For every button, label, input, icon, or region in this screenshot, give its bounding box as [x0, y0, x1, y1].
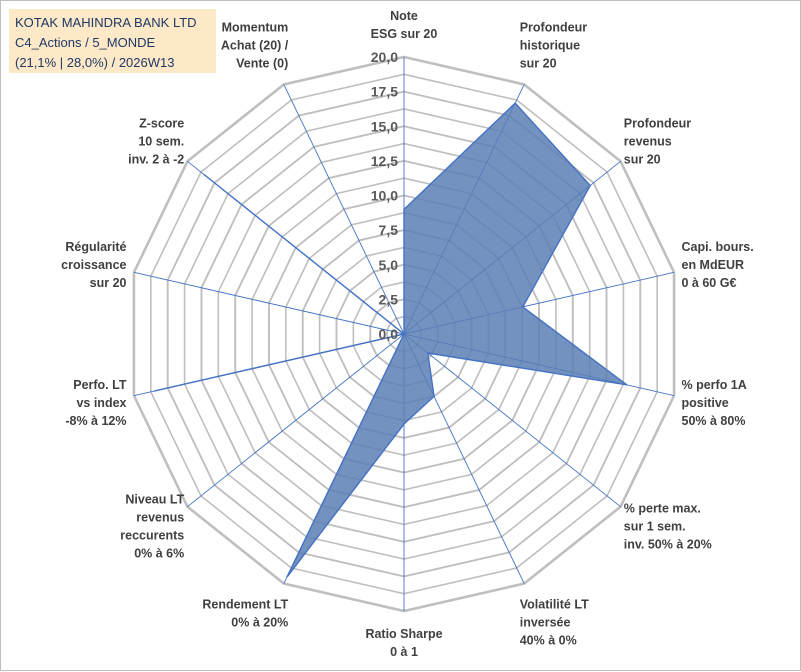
tick-label-6: 15,0 — [371, 118, 398, 134]
tick-label-7: 17,5 — [371, 84, 398, 100]
axis-label-2-line-2: sur 20 — [624, 152, 661, 166]
axis-label-3-line-0: Capi. bours. — [682, 240, 754, 254]
axis-label-12-line-2: inv. 2 à -2 — [128, 152, 184, 166]
axis-label-4-line-1: positive — [682, 396, 729, 410]
tick-label-0: 0,0 — [379, 326, 399, 342]
axis-label-9-line-3: 0% à 6% — [134, 547, 184, 561]
axis-label-2-line-0: Profondeur — [624, 116, 691, 130]
radar-tick-labels: 0,0 2,5 5,0 7,5 10,0 12,5 15,0 17,5 20,0 — [371, 49, 398, 342]
axis-label-5-line-1: sur 1 sem. — [624, 520, 686, 534]
tick-label-5: 12,5 — [371, 153, 398, 169]
axis-label-0-line-1: ESG sur 20 — [371, 27, 438, 41]
axis-label-13-line-1: Achat (20) / — [221, 39, 289, 53]
axis-label-13-line-2: Vente (0) — [236, 57, 288, 71]
axis-label-0-line-0: Note — [390, 9, 418, 23]
axis-label-4-line-2: 50% à 80% — [682, 414, 746, 428]
title-line-category: C4_Actions / 5_MONDE — [15, 33, 210, 53]
axis-label-9-line-2: reccurents — [120, 529, 184, 543]
axis-label-1-line-2: sur 20 — [520, 57, 557, 71]
axis-label-12-line-1: 10 sem. — [138, 134, 184, 148]
axis-label-6-line-1: inversée — [520, 615, 571, 629]
tick-label-2: 5,0 — [379, 257, 399, 273]
axis-label-5-line-0: % perte max. — [624, 502, 701, 516]
axis-label-3-line-1: en MdEUR — [682, 258, 745, 272]
axis-label-6-line-0: Volatilité LT — [520, 597, 589, 611]
title-line-stats: (21,1% | 28,0%) / 2026W13 — [15, 53, 210, 73]
axis-label-12-line-0: Z-score — [139, 116, 184, 130]
axis-label-11-line-2: sur 20 — [90, 276, 127, 290]
axis-label-7-line-0: Ratio Sharpe — [365, 627, 442, 641]
axis-label-8-line-1: 0% à 20% — [231, 615, 288, 629]
axis-label-5-line-2: inv. 50% à 20% — [624, 538, 712, 552]
axis-label-10-line-0: Perfo. LT — [73, 378, 127, 392]
tick-label-3: 7,5 — [379, 222, 399, 238]
axis-label-6-line-2: 40% à 0% — [520, 633, 577, 647]
axis-label-1-line-1: historique — [520, 39, 580, 53]
tick-label-4: 10,0 — [371, 188, 398, 204]
axis-label-7-line-1: 0 à 1 — [390, 645, 418, 659]
axis-label-11-line-1: croissance — [61, 258, 126, 272]
chart-title-box: KOTAK MAHINDRA BANK LTD C4_Actions / 5_M… — [9, 9, 216, 73]
tick-label-8: 20,0 — [371, 49, 398, 65]
axis-label-2-line-1: revenus — [624, 134, 672, 148]
axis-label-13-line-0: Momentum — [222, 21, 289, 35]
tick-label-1: 2,5 — [379, 291, 399, 307]
axis-label-1-line-0: Profondeur — [520, 21, 587, 35]
axis-label-10-line-2: -8% à 12% — [65, 414, 126, 428]
axis-label-8-line-0: Rendement LT — [202, 597, 288, 611]
axis-label-9-line-1: revenus — [136, 511, 184, 525]
axis-label-10-line-1: vs index — [76, 396, 126, 410]
axis-label-9-line-0: Niveau LT — [125, 493, 184, 507]
title-line-company: KOTAK MAHINDRA BANK LTD — [15, 13, 210, 33]
axis-label-3-line-2: 0 à 60 G€ — [682, 276, 737, 290]
axis-label-4-line-0: % perfo 1A — [682, 378, 747, 392]
axis-label-11-line-0: Régularité — [65, 240, 126, 254]
